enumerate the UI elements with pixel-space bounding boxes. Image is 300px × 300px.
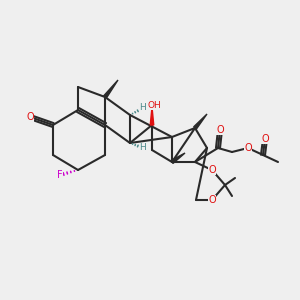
Text: H: H <box>140 103 146 112</box>
Text: O: O <box>261 134 269 144</box>
Polygon shape <box>150 107 154 125</box>
Polygon shape <box>194 114 207 129</box>
Text: O: O <box>216 125 224 135</box>
Polygon shape <box>103 80 118 98</box>
Text: O: O <box>208 195 216 205</box>
Polygon shape <box>171 153 185 164</box>
Text: F: F <box>57 170 63 180</box>
Text: O: O <box>244 143 252 153</box>
Text: H: H <box>140 143 146 152</box>
Text: OH: OH <box>147 100 161 109</box>
Text: O: O <box>26 112 34 122</box>
Text: O: O <box>208 165 216 175</box>
